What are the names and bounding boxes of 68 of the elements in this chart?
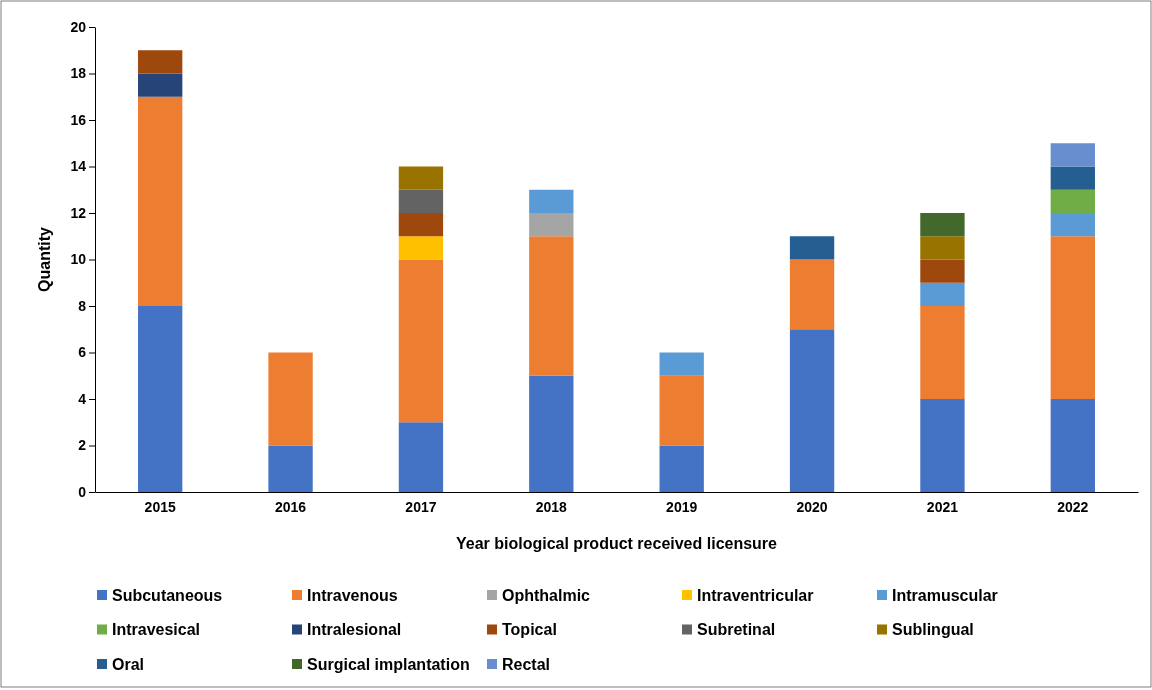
- bar: [398, 189, 444, 213]
- y-tick-label: 6: [78, 344, 87, 361]
- x-axis-title: Year biological product received licensure: [455, 535, 778, 552]
- bar: [398, 236, 444, 260]
- bar: [659, 445, 704, 492]
- y-tick-label: 10: [70, 251, 87, 268]
- y-tick-label: 16: [70, 111, 87, 128]
- bar: [138, 50, 183, 74]
- x-tick-label: 2019: [666, 498, 698, 515]
- y-tick-label: 4: [78, 390, 87, 407]
- bar: [920, 236, 965, 260]
- y-tick-label: 20: [70, 18, 87, 35]
- y-tick-label: 14: [70, 158, 87, 175]
- legend-label: Intraventricular: [697, 586, 814, 604]
- bar: [920, 306, 965, 399]
- bar: [920, 213, 965, 237]
- x-tick-label: 2021: [926, 498, 959, 515]
- bar: [789, 236, 835, 260]
- x-tick-label: 2022: [1057, 498, 1089, 515]
- bar: [138, 96, 183, 306]
- bar: [659, 375, 704, 446]
- x-tick-label: 2015: [144, 498, 176, 515]
- bar: [1050, 166, 1095, 190]
- legend-label: Intramuscular: [892, 586, 998, 604]
- legend-label: Intravesical: [112, 621, 201, 638]
- legend-label: Sublingual: [892, 621, 974, 638]
- legend-label: Subcutaneous: [112, 586, 223, 604]
- legend-label: Oral: [112, 655, 145, 673]
- legend-label: Subretinal: [697, 621, 776, 638]
- y-axis-title: Quantity: [36, 226, 53, 292]
- legend-label: Topical: [502, 621, 557, 638]
- y-tick-label: 18: [70, 65, 87, 82]
- bar: [268, 352, 313, 446]
- bar: [659, 352, 704, 376]
- legend-label: Intravenous: [307, 586, 398, 604]
- y-tick-label: 0: [78, 483, 87, 500]
- legend-label: Surgical implantation: [307, 655, 470, 673]
- bar: [1050, 213, 1095, 237]
- bar: [398, 422, 444, 492]
- legend-label: Ophthalmic: [502, 586, 591, 604]
- bar: [1050, 236, 1095, 399]
- bar: [529, 213, 574, 237]
- bar: [138, 73, 183, 97]
- bar: [398, 213, 444, 237]
- x-tick-label: 2020: [796, 498, 828, 515]
- bar: [789, 259, 835, 330]
- bar: [920, 282, 965, 306]
- legend-label: Intralesional: [307, 621, 402, 638]
- bar: [268, 445, 313, 492]
- x-tick-label: 2018: [535, 498, 568, 515]
- x-tick-label: 2017: [405, 498, 437, 515]
- bar: [398, 166, 444, 190]
- bar: [920, 399, 965, 492]
- bar: [1050, 143, 1095, 167]
- legend-label: Rectal: [502, 655, 551, 673]
- bar: [920, 259, 965, 283]
- x-tick-label: 2016: [274, 498, 307, 515]
- bar: [398, 259, 444, 423]
- bar: [529, 236, 574, 376]
- bar: [138, 306, 183, 492]
- bar: [529, 189, 574, 213]
- bar: [789, 329, 835, 492]
- bar: [1050, 189, 1095, 213]
- bar: [1050, 399, 1095, 492]
- y-tick-label: 8: [78, 297, 87, 314]
- bar: [529, 375, 574, 492]
- y-tick-label: 2: [78, 437, 87, 454]
- y-tick-label: 12: [70, 204, 87, 221]
